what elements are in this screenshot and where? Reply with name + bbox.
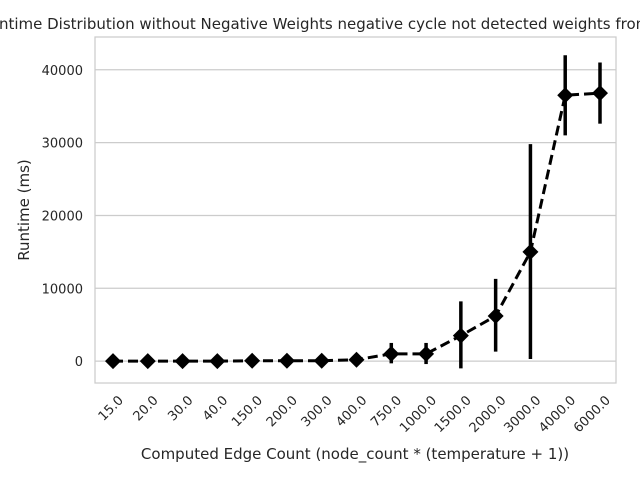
data-point-marker — [418, 345, 435, 362]
data-point-marker — [278, 352, 295, 369]
y-tick-label: 10000 — [42, 282, 83, 297]
data-point-marker — [209, 353, 226, 370]
y-axis: 0 10000 20000 30000 40000 — [42, 64, 83, 370]
x-tick-label: 1500.0 — [432, 393, 475, 436]
x-tick-label: 300.0 — [299, 393, 336, 430]
data-point-marker — [105, 353, 121, 370]
data-point-marker — [244, 352, 261, 369]
data-point-marker — [313, 352, 330, 369]
x-tick-label: 6000.0 — [571, 393, 614, 436]
x-tick-label: 4000.0 — [536, 393, 579, 436]
x-axis: 15.0 20.0 30.0 40.0150.0200.0300.0400.0750.… — [96, 393, 614, 436]
data-point-marker — [522, 243, 539, 260]
data-point-marker — [174, 353, 191, 370]
series-markers — [105, 85, 608, 370]
x-tick-label: 3000.0 — [501, 393, 544, 436]
data-point-marker — [383, 345, 400, 362]
x-tick-label: 1000.0 — [397, 393, 440, 436]
chart-title: Runtime Distribution without Negative We… — [0, 15, 640, 33]
y-tick-label: 40000 — [42, 64, 83, 79]
y-axis-label: Runtime (ms) — [15, 159, 33, 261]
x-tick-label: 40.0 — [200, 393, 231, 424]
x-tick-label: 30.0 — [165, 393, 196, 424]
x-tick-label: 400.0 — [333, 393, 370, 430]
x-tick-label: 200.0 — [264, 393, 301, 430]
data-point-marker — [487, 307, 504, 324]
data-point-marker — [592, 85, 608, 102]
data-point-marker — [348, 351, 365, 368]
plot-area-border — [94, 36, 617, 384]
data-point-marker — [557, 87, 574, 104]
y-tick-label: 20000 — [42, 209, 83, 224]
x-tick-label: 15.0 — [96, 393, 127, 424]
x-axis-label: Computed Edge Count (node_count * (tempe… — [141, 445, 569, 464]
error-bars — [250, 55, 602, 369]
x-tick-label: 2000.0 — [467, 393, 510, 436]
y-tick-label: 0 — [75, 355, 83, 370]
y-tick-label: 30000 — [42, 137, 83, 152]
x-tick-label: 150.0 — [229, 393, 266, 430]
x-tick-label: 20.0 — [131, 393, 162, 424]
data-point-marker — [452, 327, 469, 344]
data-point-marker — [139, 353, 156, 370]
series-line — [113, 91, 601, 363]
